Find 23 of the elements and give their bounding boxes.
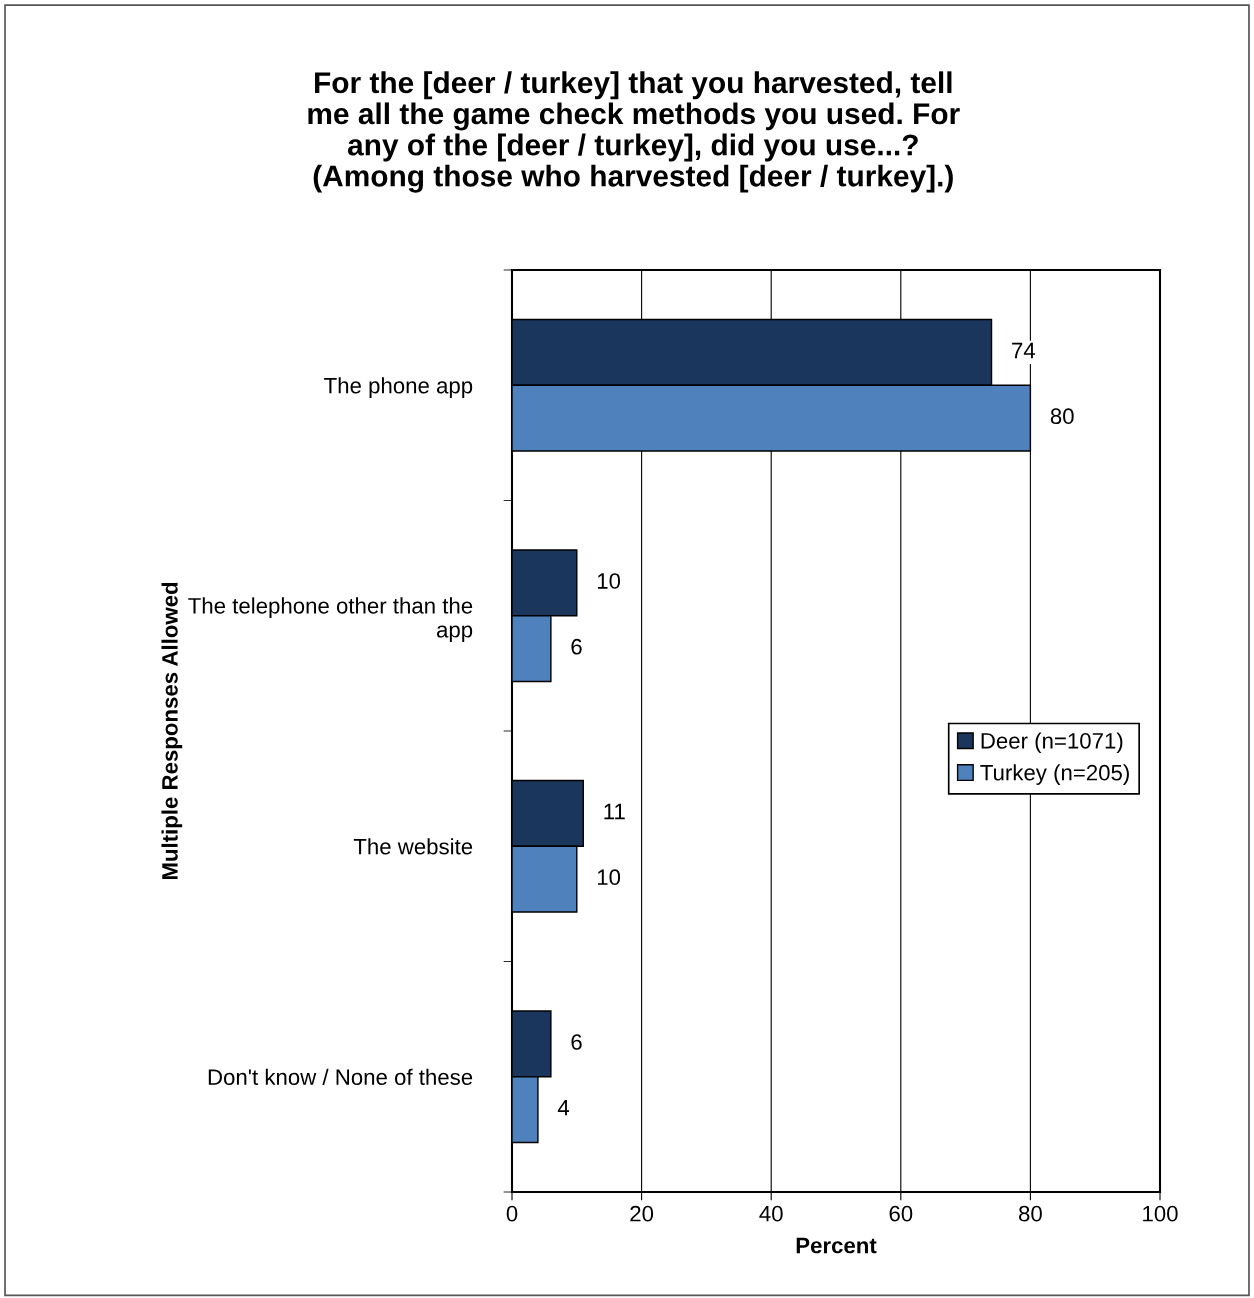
legend-label: Deer (n=1071) [981,732,1123,754]
y-tick-label: The website [353,838,473,855]
data-label: 80 [1050,408,1074,425]
data-label: 74 [1012,342,1036,359]
y-tick-label: The phone app [324,377,473,398]
x-tick-label: 20 [630,1205,654,1222]
x-tick-label: 60 [889,1205,913,1222]
x-tick-label: 40 [759,1205,783,1222]
data-label: 10 [597,573,621,589]
x-tick-label: 0 [506,1205,518,1222]
x-axis-title: Percent [796,1237,877,1254]
data-label: 11 [604,803,625,820]
x-tick-label: 100 [1143,1205,1178,1222]
chart-title: For the [deer / turkey] that you harvested, tell me all the game check methods you used. For any of the [deer / turkey], did you use...? (Among those who harvested [deer / turkey].) [308,71,960,193]
data-label: 4 [557,1100,570,1116]
x-tick-label: 80 [1019,1205,1042,1222]
y-tick-label: Don't know / None of these [208,1068,473,1086]
data-label: 6 [571,638,582,655]
y-axis-title: Multiple Responses Allowed [161,582,183,880]
y-tick-label: The telephone other than the app [188,597,473,642]
data-label: 6 [571,1034,582,1050]
data-label: 10 [597,869,621,886]
legend-label: Turkey (n=205) [980,764,1129,785]
